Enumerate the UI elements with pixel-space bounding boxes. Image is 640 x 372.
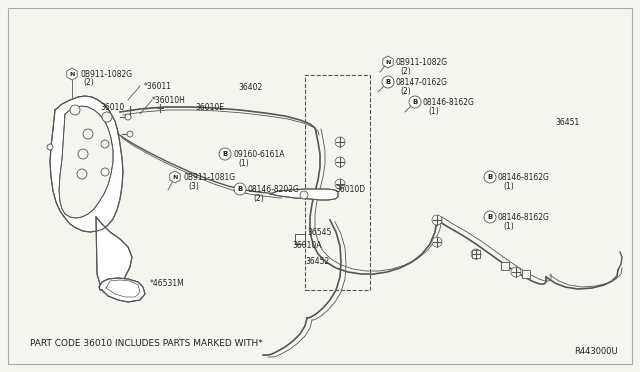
Circle shape xyxy=(484,211,496,223)
Text: N: N xyxy=(172,174,178,180)
Text: (3): (3) xyxy=(188,182,199,190)
Polygon shape xyxy=(383,56,393,68)
Circle shape xyxy=(471,249,481,259)
Text: 0B911-1082G: 0B911-1082G xyxy=(80,70,132,78)
Polygon shape xyxy=(270,189,338,200)
Circle shape xyxy=(335,179,345,189)
Circle shape xyxy=(125,114,131,120)
Polygon shape xyxy=(67,68,77,80)
Bar xyxy=(295,234,305,244)
Text: 08146-8202G: 08146-8202G xyxy=(248,185,300,193)
Text: 36402: 36402 xyxy=(238,83,262,92)
Text: 0B911-1081G: 0B911-1081G xyxy=(183,173,235,182)
Text: 08146-8162G: 08146-8162G xyxy=(498,173,550,182)
Text: B: B xyxy=(488,214,493,220)
Text: 36010A: 36010A xyxy=(292,241,321,250)
Circle shape xyxy=(484,171,496,183)
Circle shape xyxy=(102,112,112,122)
Text: 36451: 36451 xyxy=(555,118,579,126)
Text: N: N xyxy=(69,71,75,77)
Text: 08146-8162G: 08146-8162G xyxy=(423,97,475,106)
Text: (1): (1) xyxy=(428,106,439,115)
Text: (1): (1) xyxy=(238,158,249,167)
Polygon shape xyxy=(50,96,123,232)
Text: 09160-6161A: 09160-6161A xyxy=(233,150,285,158)
Text: 08147-0162G: 08147-0162G xyxy=(396,77,448,87)
Polygon shape xyxy=(59,106,113,218)
Bar xyxy=(472,250,480,258)
Text: 36010E: 36010E xyxy=(195,103,224,112)
Text: *36010H: *36010H xyxy=(152,96,186,105)
Text: (2): (2) xyxy=(400,67,411,76)
Bar xyxy=(522,270,530,278)
Text: *46531M: *46531M xyxy=(150,279,185,289)
Circle shape xyxy=(78,149,88,159)
Text: B: B xyxy=(222,151,228,157)
Polygon shape xyxy=(170,171,180,183)
Text: 36010D: 36010D xyxy=(335,185,365,193)
Text: B: B xyxy=(412,99,418,105)
Text: 36010: 36010 xyxy=(100,103,124,112)
Circle shape xyxy=(219,148,231,160)
Text: B: B xyxy=(237,186,243,192)
Text: (1): (1) xyxy=(503,182,514,190)
Text: R443000U: R443000U xyxy=(574,347,618,356)
Bar xyxy=(305,75,370,290)
Text: 08146-8162G: 08146-8162G xyxy=(498,212,550,221)
Circle shape xyxy=(127,131,133,137)
Circle shape xyxy=(409,96,421,108)
Circle shape xyxy=(432,237,442,247)
Circle shape xyxy=(77,169,87,179)
Text: N: N xyxy=(385,60,390,64)
Text: 36452: 36452 xyxy=(305,257,329,266)
Text: B: B xyxy=(385,79,390,85)
Circle shape xyxy=(70,105,80,115)
Circle shape xyxy=(101,140,109,148)
Text: (2): (2) xyxy=(400,87,411,96)
Polygon shape xyxy=(96,217,132,294)
Circle shape xyxy=(511,267,521,277)
Circle shape xyxy=(300,191,308,199)
Text: *36011: *36011 xyxy=(144,81,172,90)
Circle shape xyxy=(335,157,345,167)
Circle shape xyxy=(432,215,442,225)
Polygon shape xyxy=(99,278,145,302)
Text: PART CODE 36010 INCLUDES PARTS MARKED WITH*: PART CODE 36010 INCLUDES PARTS MARKED WI… xyxy=(30,340,263,349)
Bar xyxy=(501,262,509,270)
Text: (2): (2) xyxy=(253,193,264,202)
Text: B: B xyxy=(488,174,493,180)
Circle shape xyxy=(335,137,345,147)
Text: (1): (1) xyxy=(503,221,514,231)
Text: 0B911-1082G: 0B911-1082G xyxy=(396,58,448,67)
Circle shape xyxy=(234,183,246,195)
Circle shape xyxy=(101,168,109,176)
Circle shape xyxy=(47,144,53,150)
Circle shape xyxy=(382,76,394,88)
Circle shape xyxy=(83,129,93,139)
Text: 36545: 36545 xyxy=(307,228,332,237)
Text: (2): (2) xyxy=(83,77,93,87)
